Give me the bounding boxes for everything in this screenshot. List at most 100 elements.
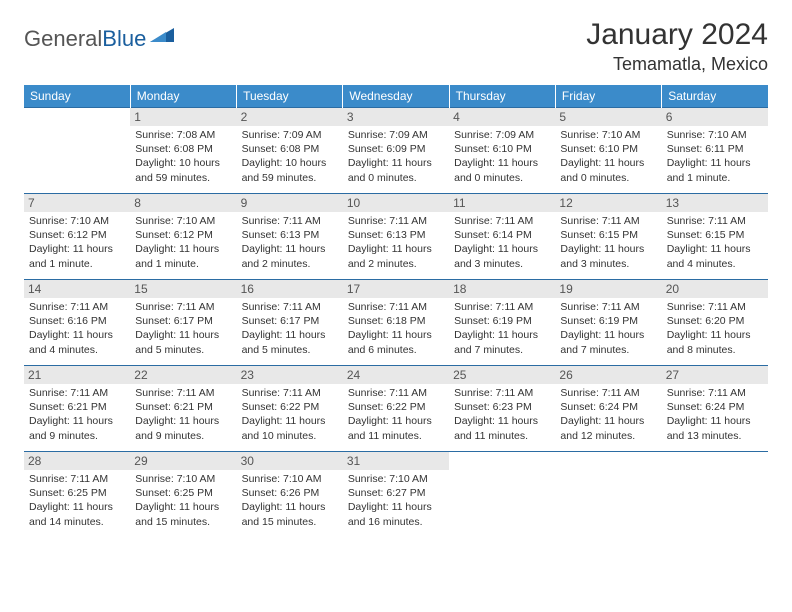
sunrise-text: Sunrise: 7:08 AM [135,128,231,142]
day-number: 25 [449,366,555,384]
calendar-week-row: 28Sunrise: 7:11 AMSunset: 6:25 PMDayligh… [24,452,768,538]
day-details: Sunrise: 7:11 AMSunset: 6:25 PMDaylight:… [29,472,125,529]
day-details: Sunrise: 7:11 AMSunset: 6:23 PMDaylight:… [454,386,550,443]
day-number: 13 [662,194,768,212]
weekday-row: SundayMondayTuesdayWednesdayThursdayFrid… [24,85,768,108]
sunrise-text: Sunrise: 7:11 AM [29,386,125,400]
sunset-text: Sunset: 6:22 PM [348,400,444,414]
calendar-week-row: 1Sunrise: 7:08 AMSunset: 6:08 PMDaylight… [24,108,768,194]
daylight-text: Daylight: 11 hours and 11 minutes. [348,414,444,442]
calendar-body: 1Sunrise: 7:08 AMSunset: 6:08 PMDaylight… [24,108,768,538]
logo-part2: Blue [102,26,146,51]
day-details: Sunrise: 7:09 AMSunset: 6:08 PMDaylight:… [242,128,338,185]
calendar-day-cell: 27Sunrise: 7:11 AMSunset: 6:24 PMDayligh… [662,366,768,452]
sunrise-text: Sunrise: 7:11 AM [667,386,763,400]
day-details: Sunrise: 7:11 AMSunset: 6:22 PMDaylight:… [242,386,338,443]
location-label: Temamatla, Mexico [586,54,768,75]
sunrise-text: Sunrise: 7:11 AM [348,300,444,314]
day-details: Sunrise: 7:11 AMSunset: 6:18 PMDaylight:… [348,300,444,357]
sunrise-text: Sunrise: 7:11 AM [29,300,125,314]
daylight-text: Daylight: 11 hours and 1 minute. [29,242,125,270]
day-number: 17 [343,280,449,298]
calendar-day-cell: 4 Sunrise: 7:09 AMSunset: 6:10 PMDaylight… [449,108,555,194]
sunset-text: Sunset: 6:11 PM [667,142,763,156]
day-number: 27 [662,366,768,384]
sunset-text: Sunset: 6:26 PM [242,486,338,500]
daylight-text: Daylight: 11 hours and 1 minute. [667,156,763,184]
daylight-text: Daylight: 11 hours and 14 minutes. [29,500,125,528]
sunset-text: Sunset: 6:15 PM [667,228,763,242]
day-details: Sunrise: 7:10 AMSunset: 6:11 PMDaylight:… [667,128,763,185]
sunset-text: Sunset: 6:08 PM [242,142,338,156]
daylight-text: Daylight: 11 hours and 0 minutes. [454,156,550,184]
day-number: 7 [24,194,130,212]
sunrise-text: Sunrise: 7:11 AM [454,300,550,314]
sunrise-text: Sunrise: 7:09 AM [242,128,338,142]
day-number: 4 [449,108,555,126]
calendar-day-cell [449,452,555,538]
sunrise-text: Sunrise: 7:11 AM [454,386,550,400]
day-details: Sunrise: 7:09 AMSunset: 6:10 PMDaylight:… [454,128,550,185]
calendar-day-cell: 29Sunrise: 7:10 AMSunset: 6:25 PMDayligh… [130,452,236,538]
sunrise-text: Sunrise: 7:11 AM [29,472,125,486]
daylight-text: Daylight: 11 hours and 5 minutes. [135,328,231,356]
sunrise-text: Sunrise: 7:11 AM [242,386,338,400]
sunset-text: Sunset: 6:12 PM [135,228,231,242]
daylight-text: Daylight: 11 hours and 0 minutes. [348,156,444,184]
day-details: Sunrise: 7:09 AMSunset: 6:09 PMDaylight:… [348,128,444,185]
daylight-text: Daylight: 11 hours and 1 minute. [135,242,231,270]
daylight-text: Daylight: 11 hours and 12 minutes. [560,414,656,442]
calendar-day-cell: 2 Sunrise: 7:09 AMSunset: 6:08 PMDaylight… [237,108,343,194]
calendar-day-cell: 18Sunrise: 7:11 AMSunset: 6:19 PMDayligh… [449,280,555,366]
day-details: Sunrise: 7:11 AMSunset: 6:20 PMDaylight:… [667,300,763,357]
day-details: Sunrise: 7:11 AMSunset: 6:15 PMDaylight:… [560,214,656,271]
daylight-text: Daylight: 11 hours and 4 minutes. [667,242,763,270]
daylight-text: Daylight: 11 hours and 7 minutes. [560,328,656,356]
day-details: Sunrise: 7:11 AMSunset: 6:21 PMDaylight:… [29,386,125,443]
sunrise-text: Sunrise: 7:10 AM [29,214,125,228]
daylight-text: Daylight: 11 hours and 3 minutes. [560,242,656,270]
logo-part1: General [24,26,102,51]
day-details: Sunrise: 7:08 AMSunset: 6:08 PMDaylight:… [135,128,231,185]
day-number: 29 [130,452,236,470]
sunrise-text: Sunrise: 7:11 AM [348,386,444,400]
sunrise-text: Sunrise: 7:09 AM [454,128,550,142]
sunset-text: Sunset: 6:27 PM [348,486,444,500]
daylight-text: Daylight: 11 hours and 0 minutes. [560,156,656,184]
sunset-text: Sunset: 6:09 PM [348,142,444,156]
sunrise-text: Sunrise: 7:11 AM [135,300,231,314]
day-number: 19 [555,280,661,298]
weekday-header: Wednesday [343,85,449,108]
calendar-day-cell: 20Sunrise: 7:11 AMSunset: 6:20 PMDayligh… [662,280,768,366]
sunset-text: Sunset: 6:16 PM [29,314,125,328]
day-details: Sunrise: 7:11 AMSunset: 6:17 PMDaylight:… [242,300,338,357]
sunset-text: Sunset: 6:22 PM [242,400,338,414]
calendar-day-cell: 25 Sunrise: 7:11 AMSunset: 6:23 PMDayligh… [449,366,555,452]
daylight-text: Daylight: 11 hours and 15 minutes. [242,500,338,528]
sunrise-text: Sunrise: 7:11 AM [135,386,231,400]
calendar-day-cell [24,108,130,194]
sunset-text: Sunset: 6:25 PM [29,486,125,500]
sunset-text: Sunset: 6:17 PM [242,314,338,328]
sunset-text: Sunset: 6:18 PM [348,314,444,328]
logo-triangle-icon [150,24,174,42]
day-number: 2 [237,108,343,126]
calendar-day-cell: 3 Sunrise: 7:09 AMSunset: 6:09 PMDaylight… [343,108,449,194]
day-details: Sunrise: 7:10 AMSunset: 6:12 PMDaylight:… [29,214,125,271]
sunset-text: Sunset: 6:12 PM [29,228,125,242]
day-details: Sunrise: 7:10 AMSunset: 6:27 PMDaylight:… [348,472,444,529]
calendar-day-cell: 15Sunrise: 7:11 AMSunset: 6:17 PMDayligh… [130,280,236,366]
page-header: GeneralBlue January 2024 Temamatla, Mexi… [24,18,768,75]
day-details: Sunrise: 7:11 AMSunset: 6:21 PMDaylight:… [135,386,231,443]
day-number: 9 [237,194,343,212]
sunset-text: Sunset: 6:21 PM [135,400,231,414]
calendar-day-cell: 19Sunrise: 7:11 AMSunset: 6:19 PMDayligh… [555,280,661,366]
daylight-text: Daylight: 11 hours and 6 minutes. [348,328,444,356]
sunset-text: Sunset: 6:13 PM [348,228,444,242]
day-number: 10 [343,194,449,212]
day-number: 3 [343,108,449,126]
sunrise-text: Sunrise: 7:11 AM [667,214,763,228]
calendar-day-cell: 9Sunrise: 7:11 AMSunset: 6:13 PMDaylight… [237,194,343,280]
sunset-text: Sunset: 6:17 PM [135,314,231,328]
weekday-header: Saturday [662,85,768,108]
